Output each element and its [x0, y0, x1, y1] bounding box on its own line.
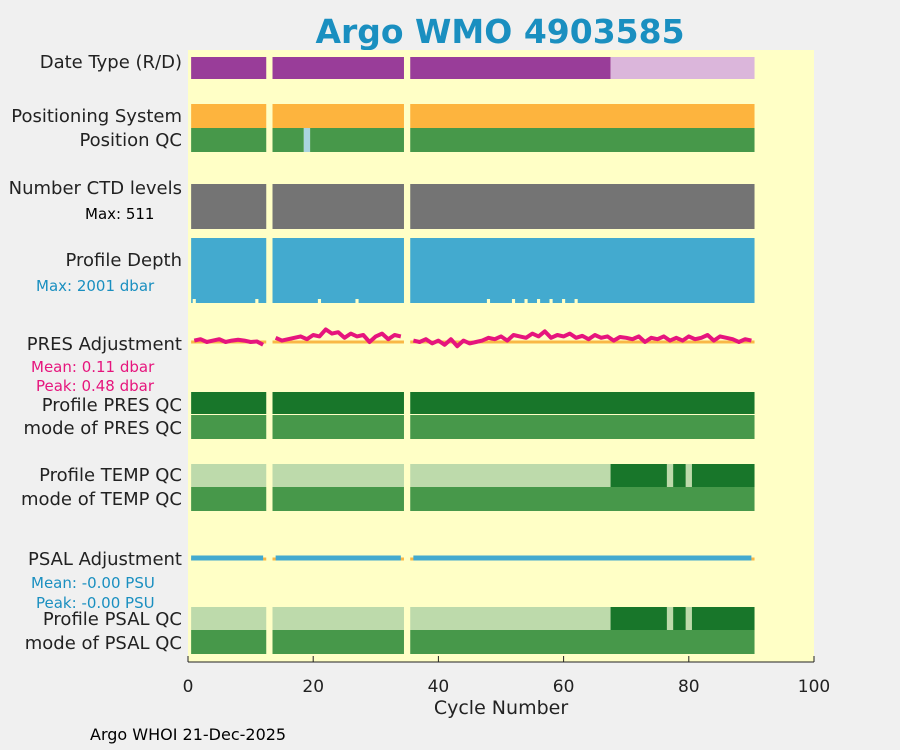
x-tick-label: 20 [302, 677, 324, 697]
label-pres-mean: Mean: 0.11 dbar [31, 358, 155, 376]
label-profile-psal-qc: Profile PSAL QC [42, 609, 182, 630]
profile-depth-shallow-mark [255, 299, 259, 303]
mode-pres-qc-bar [410, 415, 755, 439]
profile-temp-qc-bar-light [685, 464, 692, 487]
x-tick-label: 80 [678, 677, 700, 697]
mode-psal-qc-bar [410, 630, 755, 654]
positioning-system-bar [410, 104, 755, 128]
label-ctd-max: Max: 511 [85, 205, 155, 223]
pres-adjustment-line [193, 337, 265, 347]
profile-temp-qc-bar-dark [691, 464, 755, 487]
footer-credit: Argo WHOI 21-Dec-2025 [90, 725, 287, 744]
profile-pres-qc-bar [410, 392, 755, 414]
positioning-system-bar [191, 104, 267, 128]
ctd-levels-bar [410, 184, 755, 229]
position-qc-bar [310, 128, 404, 152]
profile-depth-shallow-mark [574, 299, 578, 303]
data-type-bar-realtime [272, 57, 404, 79]
profile-depth-shallow-mark [355, 299, 359, 303]
position-qc-bar [410, 128, 755, 152]
label-profile-depth: Profile Depth [65, 250, 182, 271]
label-pres-peak: Peak: 0.48 dbar [36, 377, 155, 395]
mode-psal-qc-bar [272, 630, 404, 654]
profile-depth-shallow-mark [511, 299, 516, 303]
ctd-levels-bar [191, 184, 267, 229]
profile-psal-qc-bar-dark [691, 607, 755, 630]
profile-depth-bar [410, 238, 755, 303]
label-psal-mean: Mean: -0.00 PSU [31, 574, 155, 592]
x-tick-label: 40 [428, 677, 450, 697]
positioning-system-bar [272, 104, 404, 128]
label-mode-temp-qc: mode of TEMP QC [20, 489, 182, 510]
profile-temp-qc-bar-dark [610, 464, 667, 487]
profile-temp-qc-bar-light [191, 464, 267, 487]
x-tick-label: 0 [183, 677, 194, 697]
profile-depth-shallow-mark [536, 299, 541, 303]
label-ctd-levels: Number CTD levels [8, 178, 182, 199]
pres-adjustment-line [274, 327, 402, 344]
ctd-levels-bar [272, 184, 404, 229]
profile-psal-qc-bar-light [410, 607, 611, 630]
data-type-bar-realtime [191, 57, 267, 79]
label-mode-psal-qc: mode of PSAL QC [24, 633, 182, 654]
chart-title: Argo WMO 4903585 [315, 12, 685, 51]
position-qc-bar [191, 128, 267, 152]
profile-pres-qc-bar [272, 392, 404, 414]
profile-depth-shallow-mark [549, 299, 553, 303]
mode-temp-qc-bar [191, 487, 267, 511]
profile-depth-bar [191, 238, 267, 303]
label-pres-adj: PRES Adjustment [26, 334, 182, 355]
profile-temp-qc-bar-light [666, 464, 674, 487]
profile-psal-qc-bar-light [666, 607, 674, 630]
profile-psal-qc-bar-light [272, 607, 404, 630]
x-tick-label: 100 [798, 677, 830, 697]
pres-adjustment-line [412, 329, 752, 349]
mode-pres-qc-bar [191, 415, 267, 439]
label-psal-peak: Peak: -0.00 PSU [36, 594, 155, 612]
profile-depth-shallow-mark [192, 299, 196, 303]
profile-depth-shallow-mark [524, 299, 528, 303]
label-positioning: Positioning System [11, 106, 182, 127]
label-position-qc: Position QC [79, 130, 182, 151]
data-type-bar-realtime [410, 57, 611, 79]
profile-psal-qc-bar-light [685, 607, 692, 630]
profile-depth-shallow-mark [317, 299, 322, 303]
profile-temp-qc-bar-dark [673, 464, 686, 487]
label-psal-adj: PSAL Adjustment [27, 549, 182, 570]
mode-psal-qc-bar [191, 630, 267, 654]
position-qc-bar-interpolated [303, 128, 311, 152]
profile-psal-qc-bar-light [191, 607, 267, 630]
mode-pres-qc-bar [272, 415, 404, 439]
x-tick-label: 60 [553, 677, 575, 697]
profile-pres-qc-bar [191, 392, 267, 414]
label-depth-max: Max: 2001 dbar [36, 277, 155, 295]
mode-temp-qc-bar [410, 487, 755, 511]
profile-temp-qc-bar-light [410, 464, 611, 487]
profile-depth-shallow-mark [486, 299, 491, 303]
label-mode-pres-qc: mode of PRES QC [23, 418, 182, 439]
x-axis-label: Cycle Number [433, 697, 569, 719]
position-qc-bar [272, 128, 304, 152]
label-data-type: Date Type (R/D) [39, 52, 182, 73]
profile-temp-qc-bar-light [272, 464, 404, 487]
profile-depth-shallow-mark [562, 299, 566, 303]
profile-depth-bar [272, 238, 404, 303]
profile-psal-qc-bar-dark [610, 607, 667, 630]
label-profile-temp-qc: Profile TEMP QC [39, 465, 182, 486]
mode-temp-qc-bar [272, 487, 404, 511]
profile-psal-qc-bar-dark [673, 607, 686, 630]
label-profile-pres-qc: Profile PRES QC [41, 395, 182, 416]
data-type-bar-delayed [610, 57, 755, 79]
